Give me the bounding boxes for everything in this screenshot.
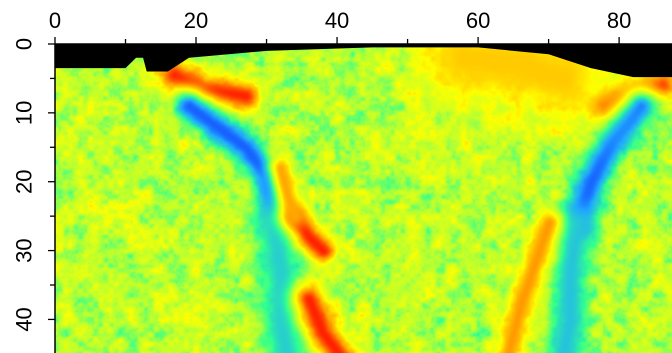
plot-area bbox=[55, 44, 672, 353]
x-tick-label: 60 bbox=[466, 8, 490, 33]
y-axis: 0 10 20 30 40 bbox=[12, 38, 56, 353]
x-tick-label: 20 bbox=[184, 8, 208, 33]
y-tick-label: 0 bbox=[12, 38, 37, 50]
x-tick-label: 40 bbox=[325, 8, 349, 33]
y-tick-label: 40 bbox=[12, 307, 37, 331]
surface-mask bbox=[55, 44, 672, 78]
y-tick-label: 20 bbox=[12, 169, 37, 193]
y-tick-label: 30 bbox=[12, 238, 37, 262]
x-tick-label: 80 bbox=[607, 8, 631, 33]
x-axis: 0 20 40 60 80 bbox=[49, 8, 672, 45]
heatmap-image bbox=[55, 44, 672, 353]
y-tick-label: 10 bbox=[12, 101, 37, 125]
x-tick-label: 0 bbox=[49, 8, 61, 33]
